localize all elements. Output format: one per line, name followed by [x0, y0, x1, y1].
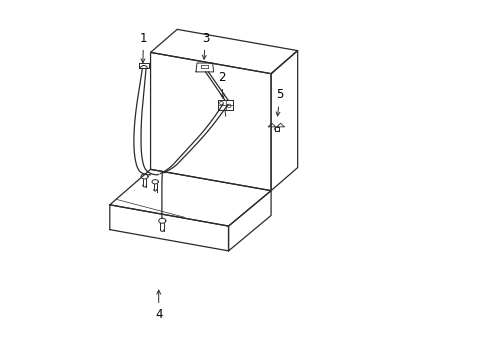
Text: 4: 4 — [155, 290, 162, 321]
Text: 2: 2 — [217, 71, 225, 98]
Text: 5: 5 — [276, 89, 283, 116]
Text: 1: 1 — [140, 32, 147, 63]
Text: 3: 3 — [202, 32, 209, 59]
